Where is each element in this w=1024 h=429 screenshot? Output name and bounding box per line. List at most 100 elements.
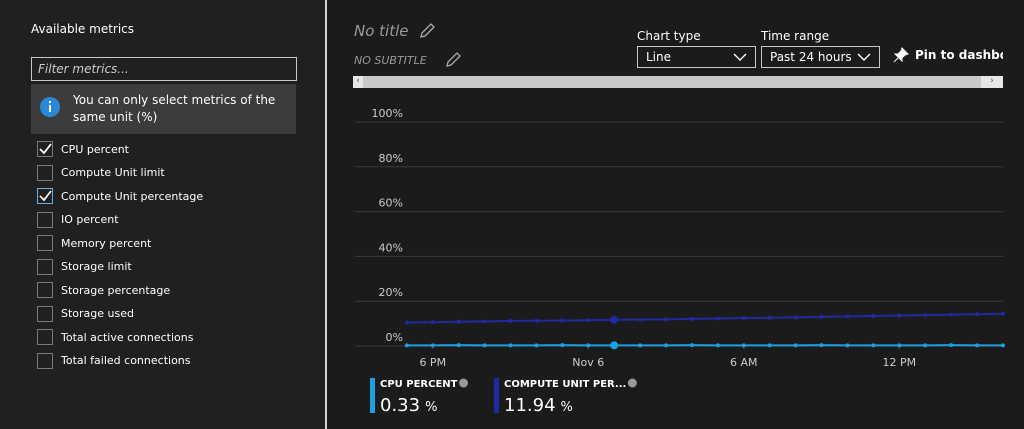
y-tick-label: 100% — [372, 107, 403, 120]
legend-value: 0.33 — [380, 395, 420, 416]
checkbox[interactable] — [37, 235, 53, 251]
scrollbar[interactable]: ‹ › — [353, 76, 1003, 88]
time-range-dropdown[interactable]: Past 24 hours — [761, 46, 880, 68]
pin-button[interactable]: Pin to dashboard — [915, 48, 1003, 62]
data-point — [1001, 343, 1005, 348]
checkbox[interactable] — [37, 164, 53, 181]
data-point — [845, 314, 850, 319]
info-icon — [627, 378, 637, 388]
metric-row[interactable]: Compute Unit percentage — [37, 187, 203, 205]
check-mark — [39, 190, 52, 202]
y-tick-label: 60% — [379, 197, 403, 210]
data-point — [638, 343, 643, 348]
legend-swatch — [370, 378, 375, 413]
checkbox[interactable] — [37, 258, 53, 275]
metric-label: Total active connections — [61, 330, 194, 344]
metric-row[interactable]: Storage used — [37, 305, 134, 323]
scroll-right[interactable]: › — [981, 76, 1003, 88]
data-point — [586, 318, 591, 323]
data-point — [508, 343, 513, 348]
data-point — [871, 343, 876, 348]
scroll-left[interactable]: ‹ — [353, 76, 363, 88]
data-point — [715, 316, 720, 321]
data-point — [508, 318, 513, 323]
data-point — [638, 317, 643, 322]
data-point — [456, 343, 461, 348]
checkbox[interactable] — [37, 211, 53, 228]
metric-label: IO percent — [61, 213, 119, 226]
data-point — [793, 315, 798, 320]
edit-icon[interactable] — [418, 22, 436, 40]
data-point — [456, 319, 461, 324]
y-tick-label: 20% — [379, 286, 403, 299]
check-mark — [39, 143, 52, 155]
data-point — [897, 343, 902, 348]
data-point — [404, 343, 409, 348]
checkbox[interactable] — [37, 282, 53, 298]
legend-unit: % — [425, 400, 437, 415]
data-point — [560, 318, 565, 323]
pin-icon[interactable] — [893, 47, 909, 63]
legend-name: CPU PERCENT — [380, 379, 458, 390]
checkbox[interactable] — [37, 352, 53, 369]
data-point — [923, 343, 928, 348]
data-point — [949, 343, 954, 348]
metric-row[interactable]: Storage percentage — [37, 281, 170, 299]
data-point — [689, 316, 694, 321]
x-tick-label: Nov 6 — [572, 356, 604, 369]
data-point — [741, 316, 746, 320]
data-point — [767, 315, 772, 320]
chart-subtitle[interactable]: NO SUBTITLE — [354, 54, 427, 67]
x-tick-label: 6 AM — [730, 356, 758, 369]
metric-label: Compute Unit percentage — [61, 189, 204, 203]
time-range-label: Time range — [761, 29, 830, 43]
filter-input[interactable]: Filter metrics... — [31, 57, 297, 81]
data-point — [793, 343, 798, 348]
chevron — [733, 53, 747, 61]
metric-row[interactable]: IO percent — [37, 211, 119, 229]
metric-row[interactable]: Total failed connections — [37, 352, 191, 370]
y-tick-label: 80% — [379, 152, 403, 165]
x-tick-label: 12 PM — [883, 356, 917, 369]
data-point — [482, 343, 487, 348]
data-point — [923, 313, 928, 318]
chart-type-dropdown[interactable]: Line — [637, 46, 756, 68]
data-point — [560, 343, 565, 348]
info-box: You can only select metrics of the same … — [31, 84, 296, 134]
metric-label: Storage percentage — [61, 283, 171, 297]
chart-type-label: Chart type — [637, 29, 701, 43]
x-tick-label: 6 PM — [419, 356, 446, 369]
checkbox[interactable] — [37, 188, 53, 204]
data-point — [534, 318, 539, 323]
metric-row[interactable]: Storage limit — [37, 258, 132, 276]
metric-label: CPU percent — [61, 142, 129, 156]
data-point — [1001, 311, 1005, 316]
data-point — [819, 343, 824, 348]
data-point — [482, 319, 487, 324]
data-point — [610, 341, 619, 350]
checkbox[interactable] — [37, 305, 53, 322]
legend-swatch — [494, 378, 499, 413]
data-point — [689, 343, 694, 348]
panel-title: Available metrics — [31, 22, 135, 36]
checkbox[interactable] — [37, 329, 53, 345]
metric-row[interactable]: CPU percent — [37, 140, 129, 158]
edit-icon[interactable] — [444, 51, 462, 69]
info-text: You can only select metrics of the same … — [73, 93, 276, 124]
chart-title[interactable]: No title — [354, 22, 409, 40]
data-point — [897, 313, 902, 318]
y-tick-label: 0% — [386, 331, 403, 344]
time-range-value: Past 24 hours — [770, 50, 852, 64]
data-point — [534, 343, 539, 348]
metric-row[interactable]: Total active connections — [37, 328, 193, 346]
data-point — [845, 343, 850, 348]
data-point — [586, 343, 591, 348]
info-icon — [40, 97, 60, 117]
metrics-panel: Available metrics Filter metrics... You … — [0, 0, 327, 429]
legend-name: COMPUTE UNIT PER... — [504, 379, 626, 390]
checkbox[interactable] — [37, 141, 53, 157]
metric-row[interactable]: Compute Unit limit — [37, 164, 165, 182]
y-tick-label: 40% — [379, 241, 403, 254]
data-point — [949, 312, 954, 317]
metric-row[interactable]: Memory percent — [37, 234, 151, 252]
